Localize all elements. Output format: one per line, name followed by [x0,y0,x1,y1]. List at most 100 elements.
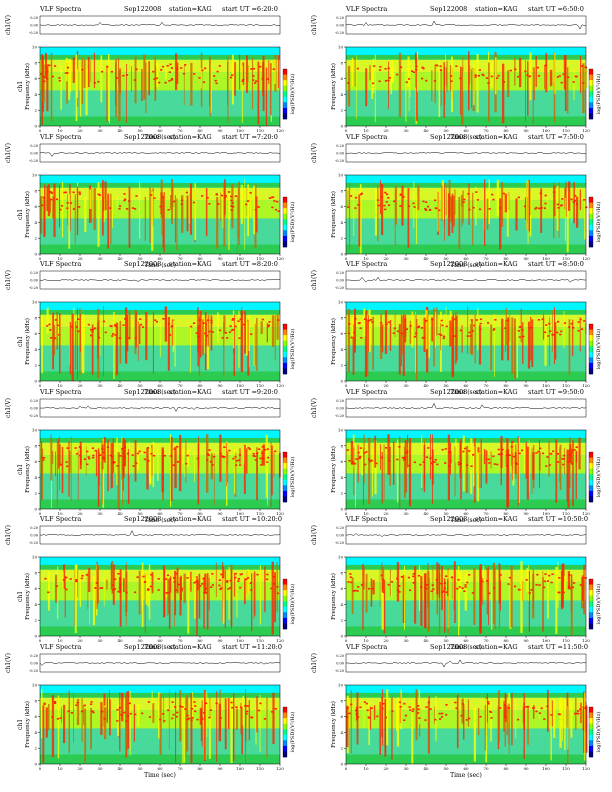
emission-dot [440,319,443,322]
emission-dot [482,74,485,77]
spectrogram-image [40,174,280,254]
emission-dot [121,447,124,450]
emission-dot [85,574,88,576]
colorbar-segment [589,74,593,81]
emission-dot [66,206,69,209]
emission-dot [501,448,504,450]
emission-dot [521,449,524,451]
emission-dot [502,192,505,194]
spectral-burst [368,309,371,352]
emission-dot [573,448,576,451]
emission-dot [429,707,432,710]
colorbar-segment [283,229,287,236]
spectral-burst [245,695,247,742]
emission-dot [443,587,446,590]
emission-dot [239,318,242,321]
emission-dot [412,202,415,204]
emission-dot [239,586,242,589]
panel-title: VLF Spectra [39,5,81,13]
emission-dot [372,82,375,85]
colorbar-segment [589,495,593,502]
spectral-burst [505,319,507,352]
spectral-burst [56,311,58,350]
spectral-burst [152,441,155,487]
emission-dot [149,585,152,588]
colorbar-segment [283,706,287,713]
x-axis-label: Time (sec) [450,517,482,524]
emission-dot [425,587,428,590]
emission-dot [118,207,121,209]
emission-dot [214,79,217,82]
spectral-burst [490,701,492,741]
spectral-burst [455,438,457,463]
channel-frame [39,398,281,417]
colorbar-segment [283,739,287,746]
emission-dot [469,335,472,337]
emission-dot [102,456,105,458]
emission-dot [421,77,424,80]
x-tick-label: 120 [582,511,590,516]
emission-dot [261,318,264,321]
spectral-burst [87,572,89,610]
spectral-burst [564,197,566,241]
channel-tick-label: -0.20 [335,31,344,35]
spectral-burst [473,568,476,625]
emission-dot [220,587,223,589]
colorbar-segment [283,235,287,242]
emission-dot [55,585,58,587]
x-axis-label: Time (sec) [144,134,176,141]
spectral-burst [520,308,522,343]
spectral-burst [134,439,137,481]
spectral-burst [438,564,441,598]
spectral-burst [144,573,146,633]
colorbar-segment [589,335,593,341]
x-tick-label: 20 [383,638,389,643]
emission-dot [226,337,229,339]
frequency-band [346,244,586,254]
emission-dot [497,448,500,450]
y-tick-label: 4 [340,92,343,97]
spectral-burst [506,448,510,506]
emission-dot [49,190,52,193]
emission-dot [199,585,202,587]
emission-dot [226,581,229,583]
spectral-burst [374,187,378,235]
emission-dot [66,465,69,467]
x-tick-label: 110 [562,638,570,643]
emission-dot [59,463,63,465]
emission-dot [70,711,73,714]
emission-dot [202,81,206,83]
spectral-burst [132,320,134,342]
colorbar-frame [588,323,594,375]
frequency-band [40,116,280,126]
y-tick-label: 10 [32,45,38,50]
x-tick-label: 40 [117,766,123,771]
spectral-burst [494,567,496,630]
channel-axis-label: ch1(V) [5,270,12,290]
emission-dot [494,319,497,321]
emission-dot [135,68,138,71]
spectral-burst [202,319,204,356]
emission-dot [422,67,425,70]
emission-dot [385,323,388,325]
spectral-burst [450,195,453,222]
spectral-burst [134,309,137,355]
emission-dot [481,580,484,583]
spectral-burst [538,451,541,471]
spectral-burst [458,566,460,636]
emission-dot [435,579,438,581]
panel-date: Sep122008 [124,643,161,651]
emission-dot [122,324,125,326]
spectral-burst [170,436,173,501]
emission-dot [537,319,540,321]
spectral-burst [41,315,43,374]
channel-axis-label: ch1(V) [311,270,318,290]
panel-start-time: start UT =8:20:0 [222,260,278,268]
emission-dot [230,329,234,332]
emission-dot [147,700,150,703]
channel-axis-label: ch1(V) [311,652,318,672]
spectral-burst [572,439,574,506]
emission-dot [267,325,270,328]
emission-dot [479,715,482,717]
emission-dot [396,458,399,460]
